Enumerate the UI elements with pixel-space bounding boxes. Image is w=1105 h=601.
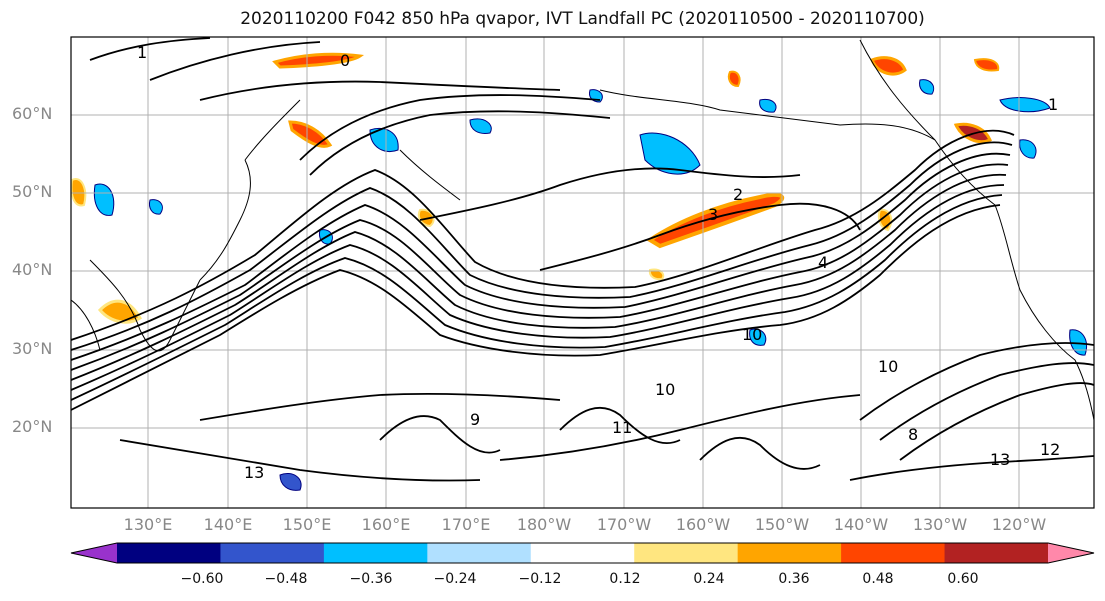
lon-label: 130°E: [123, 515, 173, 534]
colorbar-tick-label: −0.48: [264, 571, 308, 587]
lon-label: 150°E: [282, 515, 332, 534]
lon-label: 170°E: [441, 515, 491, 534]
positive-anomaly-patch: [272, 52, 365, 69]
positive-anomaly-patch: [288, 120, 333, 148]
graticule: [71, 37, 1094, 508]
lat-label: 30°N: [12, 339, 53, 358]
contour-label: 9: [470, 410, 480, 429]
contour-label: 12: [1040, 440, 1060, 459]
colorbar-tick-label: −0.12: [518, 571, 562, 587]
colorbar-tick-label: 0.36: [778, 571, 810, 587]
contour-label: 3: [708, 205, 718, 224]
lat-label: 50°N: [12, 182, 53, 201]
positive-anomaly-patch: [97, 299, 142, 324]
lat-label: 40°N: [12, 260, 53, 279]
lon-label: 170°W: [596, 515, 652, 534]
map-title: 2020110200 F042 850 hPa qvapor, IVT Land…: [240, 9, 925, 29]
plot-frame: [70, 36, 1095, 509]
negative-anomaly-patch: [749, 328, 767, 346]
contour-label: 13: [990, 450, 1010, 469]
negative-anomaly-patch: [999, 97, 1051, 113]
negative-anomaly-patch: [1069, 329, 1087, 356]
contour-label: 13: [244, 463, 264, 482]
positive-anomaly-patch: [727, 70, 741, 88]
negative-anomaly-patch: [1019, 139, 1037, 159]
contour-label: 10: [878, 357, 898, 376]
ivt-contours: [71, 37, 1094, 482]
colorbar-segment: [841, 543, 946, 563]
negative-anomaly-patch: [149, 199, 163, 215]
negative-anomaly-patch: [279, 473, 302, 491]
positive-anomaly-patch: [71, 178, 87, 207]
contour-label: 10: [655, 380, 675, 399]
contour-label: 2: [733, 185, 743, 204]
colorbar-segment: [530, 543, 635, 563]
colorbar-segment: [634, 543, 739, 563]
colorbar-segment: [117, 543, 221, 563]
lon-label: 140°E: [203, 515, 253, 534]
colorbar-segment: [323, 543, 428, 563]
colorbar-tick-label: −0.36: [349, 571, 393, 587]
positive-anomaly-patch: [648, 268, 665, 281]
lon-label: 140°W: [833, 515, 889, 534]
colorbar: [70, 542, 1095, 564]
contour-label: 1: [137, 43, 147, 62]
lon-label: 180°W: [516, 515, 572, 534]
contour-label: 1: [1048, 95, 1058, 114]
colorbar-tick-label: −0.60: [180, 571, 224, 587]
colorbar-tick-label: 0.60: [947, 571, 979, 587]
contour-label: 4: [818, 253, 828, 272]
negative-anomaly-patch: [93, 183, 115, 216]
colorbar-extend-high: [1048, 543, 1094, 563]
contour-label: 11: [612, 418, 632, 437]
lat-label: 60°N: [12, 104, 53, 123]
colorbar-segment: [737, 543, 842, 563]
colorbar-tick-label: 0.12: [609, 571, 641, 587]
colorbar-tick-label: −0.24: [433, 571, 477, 587]
contour-label: 0: [340, 51, 350, 70]
colorbar-segment: [944, 543, 1049, 563]
anomaly-shading: [71, 52, 1087, 491]
contour-label: 10: [742, 325, 762, 344]
colorbar-extend-low: [71, 543, 117, 563]
colorbar-segment: [427, 543, 532, 563]
lon-label: 160°E: [361, 515, 411, 534]
colorbar-outline: [70, 542, 1095, 564]
lon-label: 130°W: [912, 515, 968, 534]
lon-label: 160°W: [675, 515, 731, 534]
negative-anomaly-patch: [469, 118, 492, 134]
contour-label: 8: [908, 425, 918, 444]
colorbar-tick-label: 0.24: [693, 571, 725, 587]
contour-labels: 1 0 1 2 3 4 10 10 10 11 12 13 13 9 8: [137, 43, 1060, 482]
lat-label: 20°N: [12, 417, 53, 436]
positive-anomaly-patch: [973, 58, 1000, 72]
negative-anomaly-patch: [919, 79, 935, 95]
colorbar-segment: [220, 543, 325, 563]
negative-anomaly-patch: [759, 98, 777, 113]
coastlines: [71, 39, 1094, 421]
lon-label: 150°W: [754, 515, 810, 534]
positive-anomaly-patch: [870, 56, 907, 76]
colorbar-tick-label: 0.48: [862, 571, 894, 587]
lon-label: 120°W: [991, 515, 1047, 534]
